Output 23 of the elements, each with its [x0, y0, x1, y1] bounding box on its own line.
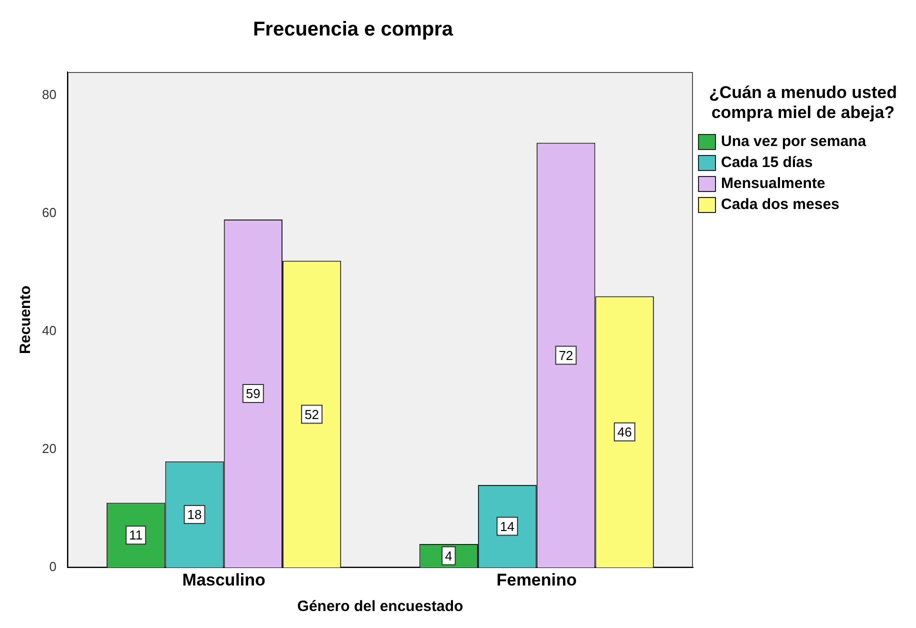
data-label: 14 — [500, 518, 515, 534]
data-label: 11 — [129, 528, 143, 543]
legend-title: ¿Cuán a menudo usted compra miel de abeja? — [708, 83, 898, 123]
x-axis-title: Género del encuestado — [297, 598, 464, 616]
data-label: 59 — [246, 386, 260, 402]
y-tick-label: 40 — [42, 323, 56, 338]
y-axis-title: Recuento — [17, 286, 34, 354]
data-label: 72 — [558, 348, 574, 363]
data-label: 4 — [445, 548, 452, 564]
legend-label: Cada dos meses — [721, 196, 840, 213]
data-label: 46 — [617, 424, 632, 440]
data-label: 18 — [187, 507, 202, 522]
x-tick-label: Masculino — [182, 570, 266, 590]
chart-title: Frecuencia e compra — [252, 18, 454, 41]
legend-label: Cada 15 días — [721, 154, 813, 171]
y-tick-label: 60 — [42, 205, 56, 220]
y-tick-label: 0 — [49, 559, 56, 574]
legend-label: Una vez por semana — [721, 133, 866, 150]
y-tick-label: 80 — [42, 87, 56, 102]
data-label: 52 — [304, 406, 320, 422]
y-tick-label: 20 — [42, 441, 56, 456]
legend-label: Mensualmente — [721, 175, 826, 192]
x-tick-label: Femenino — [496, 570, 577, 590]
